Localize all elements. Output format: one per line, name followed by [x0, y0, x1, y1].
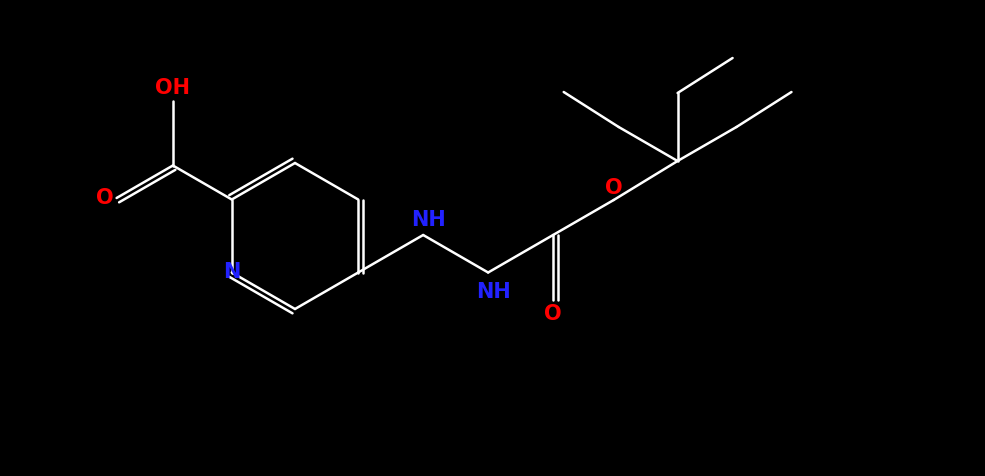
Text: N: N: [223, 262, 240, 282]
Text: OH: OH: [156, 79, 190, 99]
Text: O: O: [96, 188, 113, 208]
Text: O: O: [545, 304, 561, 324]
Text: NH: NH: [476, 282, 510, 303]
Text: O: O: [605, 178, 623, 198]
Text: NH: NH: [411, 210, 445, 230]
